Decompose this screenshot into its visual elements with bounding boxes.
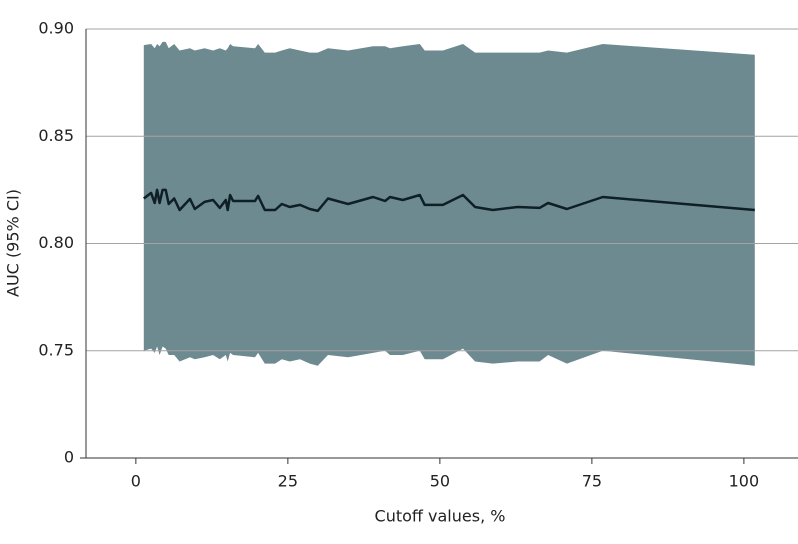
x-axis-label: Cutoff values, %	[375, 507, 506, 526]
y-tick-label: 0.75	[38, 340, 74, 359]
x-tick-label: 75	[582, 472, 602, 491]
y-tick-label: 0	[64, 448, 74, 467]
x-tick-label: 100	[729, 472, 760, 491]
y-tick-label: 0.80	[38, 233, 74, 252]
y-tick-label: 0.90	[38, 19, 74, 38]
x-tick-label: 0	[131, 472, 141, 491]
x-tick-label: 50	[430, 472, 450, 491]
auc-line	[143, 188, 755, 213]
y-tick-label: 0.85	[38, 126, 74, 145]
y-axis-label: AUC (95% CI)	[4, 189, 23, 297]
x-tick-label: 25	[278, 472, 298, 491]
ci-band	[143, 41, 755, 366]
